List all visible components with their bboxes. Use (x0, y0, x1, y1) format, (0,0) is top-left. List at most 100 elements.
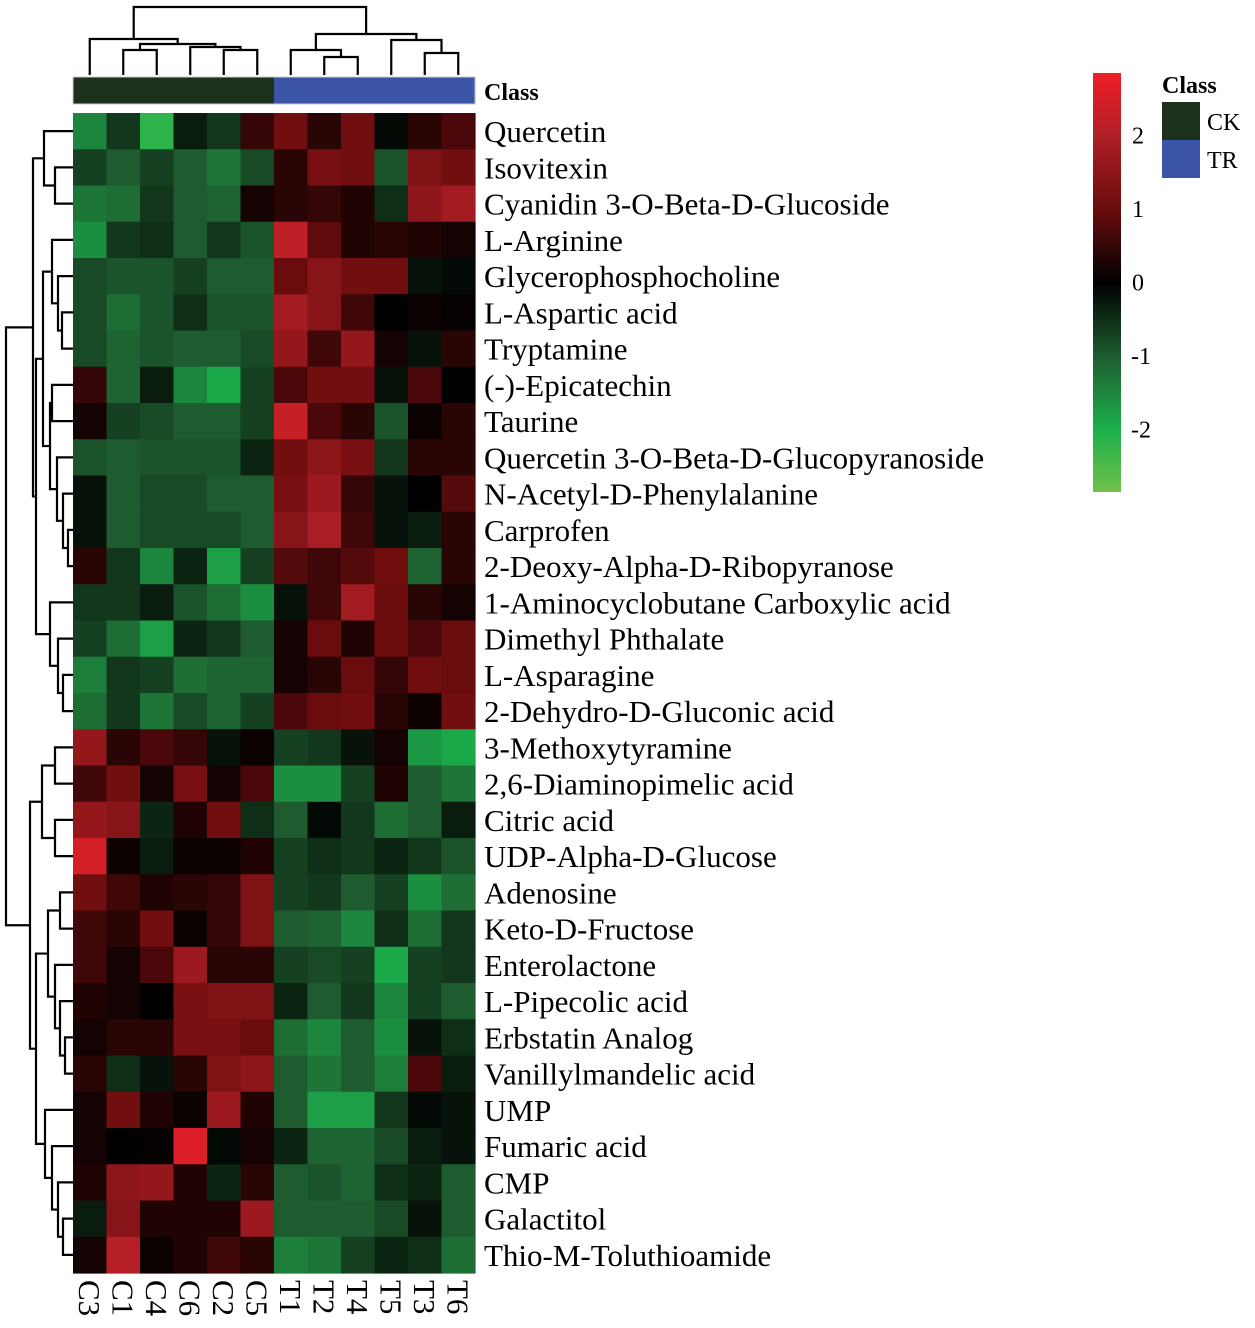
heatmap-cell (140, 1200, 175, 1238)
heatmap-cell (73, 801, 108, 839)
heatmap-cell (307, 511, 342, 549)
heatmap-cell (207, 765, 242, 803)
heatmap-cell (73, 113, 108, 150)
heatmap-cell (274, 149, 309, 187)
heatmap-cell (106, 185, 141, 223)
heatmap-cell (441, 983, 476, 1020)
heatmap-cell (374, 838, 409, 875)
heatmap-cell (207, 330, 242, 368)
heatmap-cell (274, 620, 309, 658)
heatmap-cell (140, 765, 175, 803)
row-label: L-Pipecolic acid (484, 984, 688, 1019)
row-label: Citric acid (484, 803, 614, 838)
row-label: Tryptamine (484, 332, 628, 367)
row-label: Fumaric acid (484, 1129, 647, 1164)
heatmap-cell (408, 1200, 443, 1238)
heatmap-cell (307, 1236, 342, 1274)
row-label: CMP (484, 1165, 549, 1200)
heatmap-cell (73, 475, 108, 513)
heatmap-cell (207, 1128, 242, 1165)
row-label: Carprofen (484, 513, 610, 548)
heatmap-cell (307, 330, 342, 368)
heatmap-cell (106, 983, 141, 1020)
heatmap-cell (341, 910, 376, 948)
heatmap-cell (240, 656, 275, 694)
heatmap-cell (307, 366, 342, 404)
heatmap-cell (207, 693, 242, 730)
heatmap-cell (441, 765, 476, 803)
heatmap-cell (274, 366, 309, 404)
heatmap-cell (73, 1055, 108, 1093)
heatmap-cell (307, 1200, 342, 1238)
heatmap-cell (374, 729, 409, 767)
heatmap-cell (274, 765, 309, 803)
heatmap-cell (207, 113, 242, 150)
heatmap-cell (307, 983, 342, 1020)
heatmap-cell (274, 258, 309, 295)
heatmap-cell (106, 548, 141, 585)
heatmap-cell (307, 838, 342, 875)
heatmap-cell (240, 838, 275, 875)
heatmap-cell (173, 221, 208, 259)
heatmap-cell (173, 511, 208, 549)
heatmap-cell (106, 620, 141, 658)
row-label: Thio-M-Toluthioamide (484, 1238, 771, 1273)
heatmap-cell (207, 1164, 242, 1202)
heatmap-cell (441, 656, 476, 694)
heatmap-cell (307, 439, 342, 477)
heatmap-cell (374, 1200, 409, 1238)
column-dendrogram-branch (289, 48, 343, 75)
class-bar-segment (408, 77, 443, 104)
heatmap-cell (173, 693, 208, 730)
heatmap-cell (106, 729, 141, 767)
heatmap-cell (140, 656, 175, 694)
heatmap-cell (173, 366, 208, 404)
heatmap-cell (106, 1236, 141, 1274)
heatmap-cell (274, 330, 309, 368)
heatmap-cell (106, 439, 141, 477)
legend-title: Class (1162, 73, 1217, 99)
row-label: Taurine (484, 404, 578, 439)
heatmap-cell (274, 1091, 309, 1129)
row-label: Quercetin 3-O-Beta-D-Glucopyranoside (484, 440, 984, 475)
heatmap-cell (307, 874, 342, 912)
heatmap-cell (374, 294, 409, 332)
row-label: Erbstatin Analog (484, 1020, 693, 1055)
heatmap-cell (374, 1019, 409, 1057)
heatmap-cell (408, 548, 443, 585)
heatmap-cell (441, 801, 476, 839)
heatmap-cell (207, 584, 242, 622)
heatmap-cell (173, 765, 208, 803)
row-dendrogram-branch (4, 326, 33, 927)
heatmap-cell (106, 584, 141, 622)
heatmap-cell (73, 1091, 108, 1129)
heatmap-cell (173, 403, 208, 440)
heatmap-cell (240, 149, 275, 187)
row-label: UMP (484, 1093, 551, 1128)
heatmap-cell (207, 1200, 242, 1238)
heatmap-cell (441, 1055, 476, 1093)
heatmap-cell (173, 874, 208, 912)
heatmap-cell (240, 1091, 275, 1129)
heatmap-cell (341, 113, 376, 150)
heatmap-cell (374, 656, 409, 694)
color-scale-bar (1093, 73, 1121, 492)
heatmap-cell (341, 656, 376, 694)
heatmap-cell (441, 693, 476, 730)
column-label: T2 (306, 1280, 341, 1314)
row-label: Galactitol (484, 1202, 606, 1237)
class-bar-segment (307, 77, 342, 104)
heatmap-cell (441, 874, 476, 912)
heatmap-cell (341, 693, 376, 730)
heatmap-cell (173, 801, 208, 839)
heatmap-cell (240, 1019, 275, 1057)
heatmap-cell (341, 185, 376, 223)
heatmap-cell (341, 439, 376, 477)
heatmap-cell (240, 366, 275, 404)
column-label: C6 (172, 1280, 207, 1316)
row-label: 1-Aminocyclobutane Carboxylic acid (484, 585, 951, 620)
heatmap-cell (173, 584, 208, 622)
column-label: C2 (206, 1280, 241, 1316)
heatmap-cell (441, 910, 476, 948)
heatmap-cell (140, 185, 175, 223)
